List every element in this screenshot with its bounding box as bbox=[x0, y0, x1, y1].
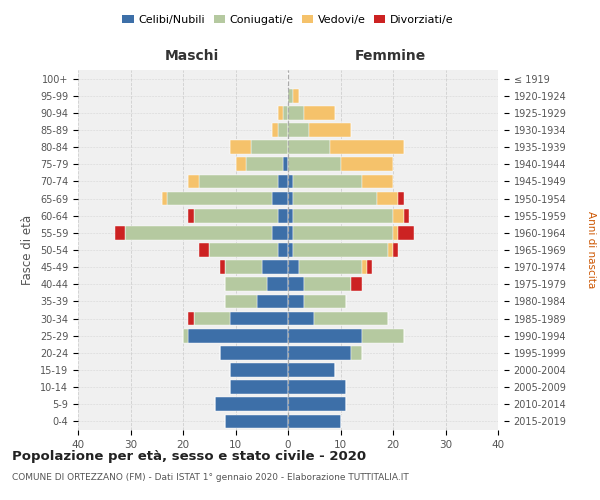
Bar bbox=[125, 226, 272, 239]
Bar bbox=[304, 106, 335, 120]
Bar bbox=[293, 226, 393, 239]
Bar bbox=[398, 192, 404, 205]
Bar bbox=[262, 260, 288, 274]
Bar bbox=[398, 226, 414, 239]
Bar bbox=[393, 243, 398, 257]
Bar bbox=[304, 294, 346, 308]
Bar bbox=[288, 243, 293, 257]
Bar bbox=[393, 226, 398, 239]
Bar bbox=[257, 294, 288, 308]
Bar bbox=[251, 140, 288, 154]
Bar bbox=[288, 192, 293, 205]
Bar bbox=[199, 174, 277, 188]
Text: Femmine: Femmine bbox=[355, 48, 425, 62]
Text: Maschi: Maschi bbox=[165, 48, 219, 62]
Bar bbox=[188, 174, 199, 188]
Bar bbox=[288, 209, 293, 222]
Bar bbox=[288, 414, 341, 428]
Text: COMUNE DI ORTEZZANO (FM) - Dati ISTAT 1° gennaio 2020 - Elaborazione TUTTITALIA.: COMUNE DI ORTEZZANO (FM) - Dati ISTAT 1°… bbox=[12, 472, 409, 482]
Bar bbox=[230, 380, 288, 394]
Bar bbox=[288, 329, 361, 342]
Bar bbox=[293, 243, 388, 257]
Bar bbox=[277, 209, 288, 222]
Bar bbox=[225, 414, 288, 428]
Bar bbox=[309, 123, 351, 137]
Bar bbox=[361, 260, 367, 274]
Bar bbox=[188, 209, 193, 222]
Text: Anni di nascita: Anni di nascita bbox=[586, 212, 596, 288]
Bar bbox=[288, 363, 335, 377]
Bar bbox=[272, 226, 288, 239]
Bar bbox=[183, 329, 188, 342]
Bar bbox=[225, 260, 262, 274]
Bar bbox=[288, 89, 293, 102]
Bar bbox=[299, 260, 361, 274]
Bar bbox=[288, 158, 341, 171]
Bar bbox=[283, 158, 288, 171]
Bar bbox=[220, 260, 225, 274]
Bar bbox=[404, 209, 409, 222]
Bar bbox=[293, 209, 393, 222]
Bar bbox=[188, 312, 193, 326]
Bar bbox=[361, 174, 393, 188]
Bar bbox=[225, 294, 257, 308]
Bar bbox=[277, 123, 288, 137]
Bar bbox=[288, 226, 293, 239]
Bar bbox=[193, 209, 277, 222]
Bar bbox=[377, 192, 398, 205]
Bar bbox=[393, 209, 404, 222]
Bar bbox=[277, 106, 283, 120]
Bar bbox=[272, 123, 277, 137]
Bar bbox=[199, 243, 209, 257]
Bar bbox=[230, 363, 288, 377]
Bar bbox=[230, 140, 251, 154]
Bar bbox=[293, 174, 361, 188]
Bar bbox=[246, 158, 283, 171]
Bar bbox=[215, 398, 288, 411]
Bar bbox=[288, 174, 293, 188]
Bar bbox=[361, 329, 404, 342]
Bar bbox=[277, 243, 288, 257]
Bar bbox=[235, 158, 246, 171]
Bar bbox=[288, 123, 309, 137]
Bar bbox=[367, 260, 372, 274]
Bar bbox=[288, 260, 299, 274]
Bar bbox=[288, 398, 346, 411]
Bar bbox=[209, 243, 277, 257]
Bar bbox=[341, 158, 393, 171]
Bar bbox=[288, 380, 346, 394]
Bar bbox=[288, 294, 304, 308]
Bar bbox=[293, 192, 377, 205]
Legend: Celibi/Nubili, Coniugati/e, Vedovi/e, Divorziati/e: Celibi/Nubili, Coniugati/e, Vedovi/e, Di… bbox=[118, 11, 458, 30]
Bar bbox=[388, 243, 393, 257]
Bar bbox=[288, 140, 330, 154]
Bar bbox=[230, 312, 288, 326]
Bar bbox=[288, 278, 304, 291]
Bar bbox=[277, 174, 288, 188]
Text: Popolazione per età, sesso e stato civile - 2020: Popolazione per età, sesso e stato civil… bbox=[12, 450, 366, 463]
Bar bbox=[225, 278, 267, 291]
Bar bbox=[115, 226, 125, 239]
Bar bbox=[167, 192, 272, 205]
Bar bbox=[288, 312, 314, 326]
Bar bbox=[188, 329, 288, 342]
Bar bbox=[351, 278, 361, 291]
Bar bbox=[330, 140, 404, 154]
Bar bbox=[162, 192, 167, 205]
Bar bbox=[272, 192, 288, 205]
Bar bbox=[283, 106, 288, 120]
Bar bbox=[304, 278, 351, 291]
Bar bbox=[193, 312, 230, 326]
Bar bbox=[220, 346, 288, 360]
Y-axis label: Fasce di età: Fasce di età bbox=[22, 215, 34, 285]
Bar bbox=[293, 89, 299, 102]
Bar bbox=[314, 312, 388, 326]
Bar bbox=[288, 346, 351, 360]
Bar bbox=[267, 278, 288, 291]
Bar bbox=[288, 106, 304, 120]
Bar bbox=[351, 346, 361, 360]
